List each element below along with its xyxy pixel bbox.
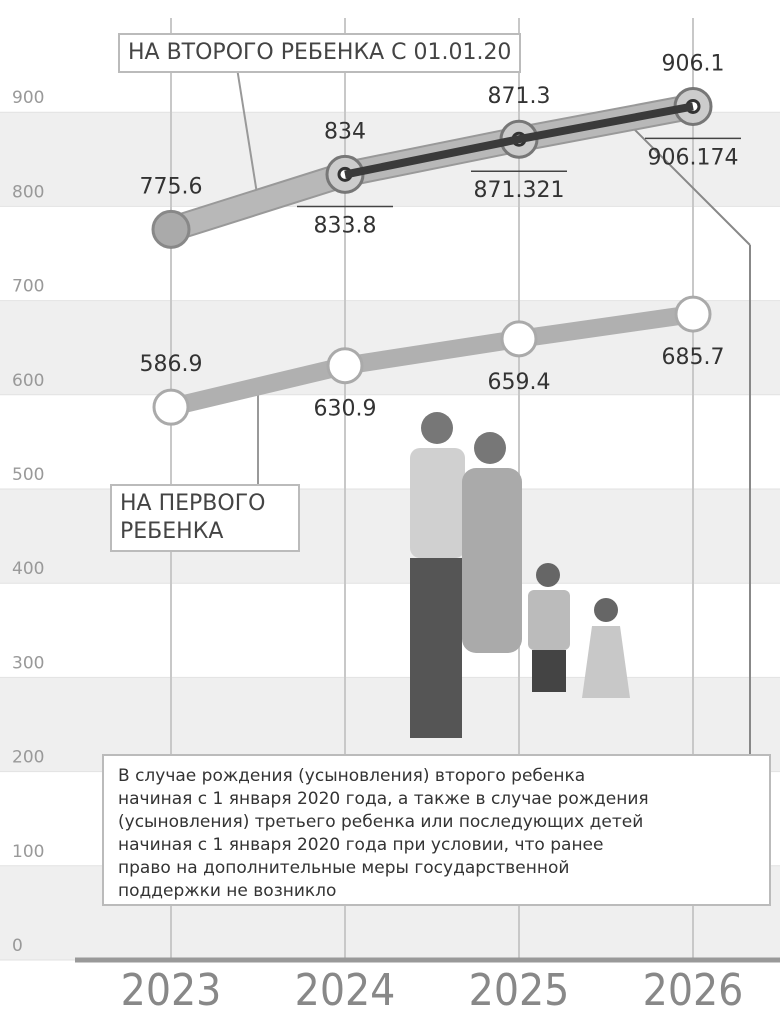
value-label: 630.9 [314,397,377,422]
note-text: начиная с 1 января 2020 года, а также в … [118,789,649,809]
value-label: 906.174 [648,145,739,170]
note-text: поддержки не возникло [118,881,336,901]
y-tick-label: 900 [12,88,44,108]
x-tick-label: 2023 [121,965,222,1015]
value-label: 906.1 [662,51,725,76]
page: 0 100 200 300 400 500 600 700 800 900 2023 2024 2025… [0,0,780,1015]
y-tick-label: 800 [12,182,44,202]
x-tick-label: 2024 [295,965,396,1015]
note-text: право на дополнительные меры государстве… [118,858,569,878]
y-tick-label: 0 [12,936,23,956]
note-text: начиная с 1 января 2020 года при условии… [118,835,603,855]
value-label: 775.6 [140,174,203,199]
value-label: 586.9 [140,352,203,377]
y-tick-label: 200 [12,748,44,768]
value-label: 871.321 [474,178,565,203]
point [154,390,188,424]
point [328,349,362,383]
value-label: 833.8 [314,214,377,239]
value-label: 871.3 [488,84,551,109]
y-tick-label: 300 [12,653,44,673]
legend-entry: НА ВТОРОГО РЕБЕНКА С 01.01.20 [118,33,521,73]
note-text: В случае рождения (усыновления) второго … [118,766,585,786]
y-tick-label: 400 [12,559,44,579]
x-tick-label: 2025 [469,965,570,1015]
y-tick-label: 100 [12,842,44,862]
x-tick-label: 2026 [643,965,744,1015]
point [153,211,189,247]
y-tick-label: 700 [12,277,44,297]
point [502,322,536,356]
value-label: 834 [324,119,366,144]
y-tick-label: 500 [12,465,44,485]
value-label: 659.4 [488,370,551,395]
note-text: (усыновления) третьего ребенка или после… [118,812,643,832]
value-label: 685.7 [662,345,725,370]
legend-entry: НА ПЕРВОГО РЕБЕНКА [110,484,300,552]
y-tick-label: 600 [12,371,44,391]
point [676,297,710,331]
